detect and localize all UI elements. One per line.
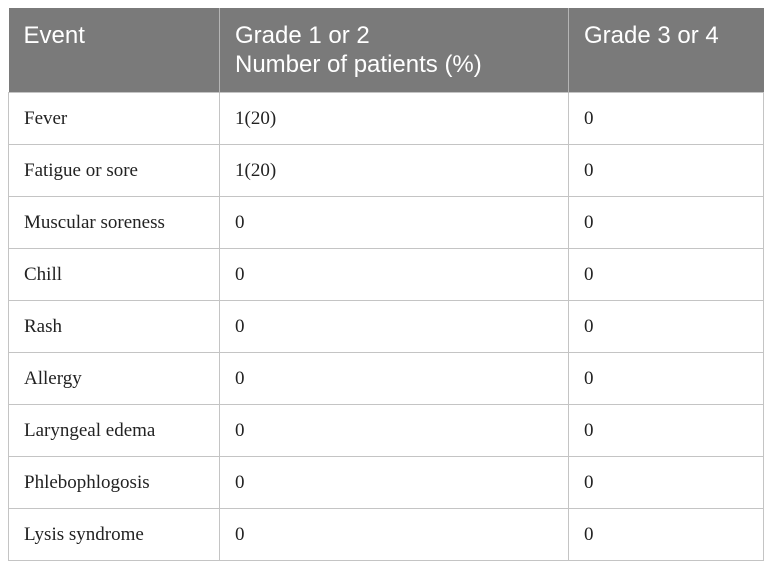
header-grade-3-4: Grade 3 or 4 <box>568 8 764 93</box>
cell-event: Lysis syndrome <box>8 508 220 561</box>
table-row: Lysis syndrome 0 0 <box>8 508 764 561</box>
cell-grade-3-4: 0 <box>568 300 764 353</box>
cell-grade-1-2: 1(20) <box>219 92 569 145</box>
cell-grade-1-2: 0 <box>219 508 569 561</box>
cell-grade-1-2: 0 <box>219 248 569 301</box>
cell-event: Chill <box>8 248 220 301</box>
table-body: Fever 1(20) 0 Fatigue or sore 1(20) 0 Mu… <box>8 92 764 561</box>
cell-grade-1-2: 1(20) <box>219 144 569 197</box>
cell-event: Fever <box>8 92 220 145</box>
cell-event: Muscular soreness <box>8 196 220 249</box>
cell-grade-3-4: 0 <box>568 248 764 301</box>
cell-grade-3-4: 0 <box>568 144 764 197</box>
cell-grade-3-4: 0 <box>568 196 764 249</box>
cell-event: Rash <box>8 300 220 353</box>
header-grade-1-2-sublabel: Number of patients (%) <box>235 51 482 78</box>
cell-event: Phlebophlogosis <box>8 456 220 509</box>
cell-grade-3-4: 0 <box>568 456 764 509</box>
table-row: Laryngeal edema 0 0 <box>8 404 764 457</box>
cell-grade-1-2: 0 <box>219 196 569 249</box>
cell-event: Allergy <box>8 352 220 405</box>
table-row: Chill 0 0 <box>8 248 764 301</box>
table-row: Fatigue or sore 1(20) 0 <box>8 144 764 197</box>
adverse-events-table-container: Event Grade 1 or 2 Number of patients (%… <box>8 8 764 561</box>
cell-grade-3-4: 0 <box>568 508 764 561</box>
cell-grade-1-2: 0 <box>219 404 569 457</box>
cell-event: Laryngeal edema <box>8 404 220 457</box>
table-row: Fever 1(20) 0 <box>8 92 764 145</box>
header-event: Event <box>8 8 220 93</box>
cell-grade-3-4: 0 <box>568 352 764 405</box>
header-grade-1-2: Grade 1 or 2 Number of patients (%) <box>219 8 569 93</box>
cell-grade-1-2: 0 <box>219 300 569 353</box>
table-row: Rash 0 0 <box>8 300 764 353</box>
table-row: Phlebophlogosis 0 0 <box>8 456 764 509</box>
header-grade-3-4-label: Grade 3 or 4 <box>584 22 719 49</box>
table-row: Muscular soreness 0 0 <box>8 196 764 249</box>
table-header: Event Grade 1 or 2 Number of patients (%… <box>8 8 764 93</box>
cell-event: Fatigue or sore <box>8 144 220 197</box>
cell-grade-3-4: 0 <box>568 92 764 145</box>
table-row: Allergy 0 0 <box>8 352 764 405</box>
cell-grade-3-4: 0 <box>568 404 764 457</box>
header-row: Event Grade 1 or 2 Number of patients (%… <box>8 8 764 93</box>
header-grade-1-2-label: Grade 1 or 2 <box>235 22 370 49</box>
header-event-label: Event <box>23 22 85 49</box>
adverse-events-table: Event Grade 1 or 2 Number of patients (%… <box>8 8 764 561</box>
cell-grade-1-2: 0 <box>219 352 569 405</box>
cell-grade-1-2: 0 <box>219 456 569 509</box>
